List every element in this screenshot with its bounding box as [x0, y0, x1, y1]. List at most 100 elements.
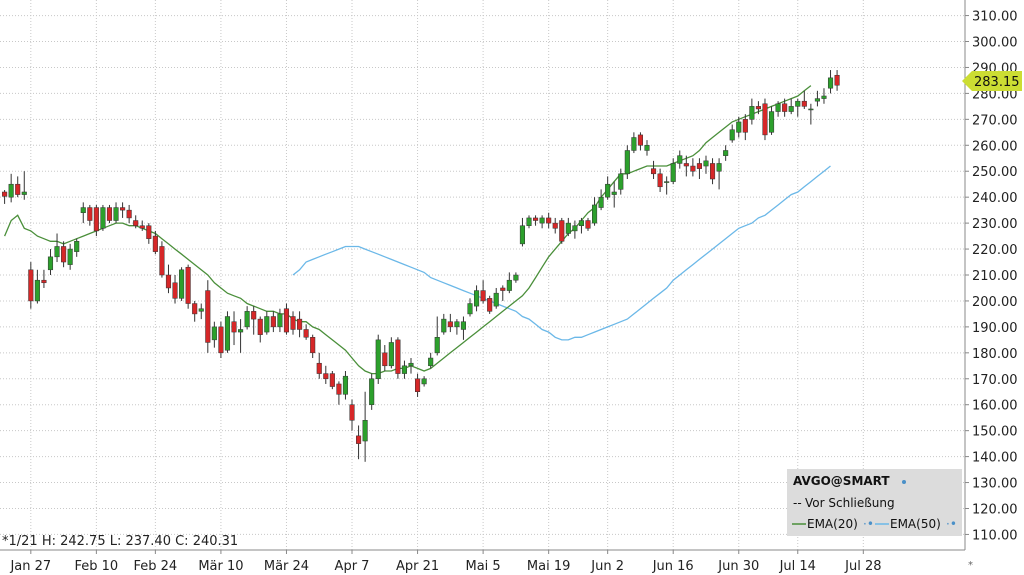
candle-body	[683, 163, 689, 167]
candle-body	[827, 77, 834, 89]
candle	[519, 217, 525, 247]
candle	[827, 70, 834, 94]
legend-item-ema20[interactable]: EMA(20)	[807, 517, 858, 531]
candle	[244, 306, 250, 330]
candle-body	[231, 321, 237, 333]
x-tick-label: Mär 24	[264, 559, 309, 574]
candle	[709, 158, 716, 185]
candle-body	[670, 163, 676, 182]
candle-body	[565, 222, 571, 234]
x-tick-label: Jun 16	[652, 559, 694, 574]
candle-body	[297, 318, 303, 330]
candle	[749, 98, 755, 125]
candle	[375, 334, 381, 384]
candle-body	[28, 269, 34, 302]
x-tick-label: Jun 2	[590, 559, 624, 574]
candle-body	[264, 316, 270, 333]
candle-body	[408, 362, 414, 367]
candle	[15, 176, 21, 198]
candle	[506, 272, 512, 294]
legend-item-ema50[interactable]: EMA(50)	[890, 517, 941, 531]
candle	[539, 215, 545, 229]
candle	[329, 370, 335, 390]
y-tick-label: 180.00	[972, 347, 1018, 362]
candle	[703, 155, 709, 174]
candle	[650, 160, 657, 180]
candle	[277, 308, 283, 333]
candle-body	[152, 235, 158, 252]
candle-body	[768, 111, 775, 133]
legend-dash-icon: --	[793, 496, 802, 510]
candle	[657, 168, 663, 192]
candle	[644, 140, 650, 156]
candle-body	[283, 308, 290, 333]
candle-body	[723, 150, 729, 156]
candle-body	[631, 137, 637, 151]
candle-body	[8, 183, 14, 198]
candle-body	[179, 269, 185, 299]
candle-body	[572, 225, 578, 232]
candle	[126, 204, 132, 224]
candle	[585, 217, 591, 231]
legend-ema50-dots-icon: ·•	[946, 517, 957, 531]
x-tick-label: Apr 7	[335, 559, 370, 574]
candle	[290, 311, 296, 335]
candle-body	[388, 342, 394, 367]
candle	[487, 295, 493, 314]
candle-body	[716, 163, 722, 172]
candle-body	[251, 311, 257, 320]
candle-body	[382, 352, 388, 367]
candle-body	[474, 290, 480, 307]
legend-ema20-dots-icon: ·•	[863, 517, 874, 531]
candle-body	[303, 329, 309, 338]
candle-body	[775, 103, 781, 112]
candle-body	[696, 163, 702, 169]
candle-body	[578, 220, 584, 226]
candle-body	[257, 318, 263, 335]
candle-body	[428, 357, 434, 367]
candle	[349, 399, 355, 431]
candle	[578, 217, 584, 234]
y-tick-label: 250.00	[972, 165, 1018, 180]
candle	[323, 365, 329, 384]
candle-body	[218, 326, 224, 354]
candle-body	[87, 207, 93, 221]
candle-body	[755, 106, 761, 110]
y-tick-label: 310.00	[972, 10, 1018, 25]
y-tick-label: 280.00	[972, 87, 1018, 102]
candle	[775, 101, 781, 117]
x-tick-label: Apr 21	[396, 559, 439, 574]
ema50-line	[292, 165, 831, 341]
candle	[808, 103, 814, 125]
candle	[146, 223, 152, 244]
candle-body	[244, 311, 250, 328]
candle-body	[480, 290, 486, 302]
candle	[683, 155, 689, 177]
candle	[303, 324, 309, 340]
candle	[755, 101, 761, 115]
candle	[742, 114, 748, 141]
y-tick-label: 160.00	[972, 399, 1018, 414]
candle-body	[93, 207, 99, 232]
candle	[670, 158, 676, 185]
candle	[362, 391, 368, 462]
legend-title[interactable]: AVGO@SMART	[793, 474, 890, 488]
candle-body	[290, 316, 296, 330]
y-tick-label: 130.00	[972, 477, 1018, 492]
candle	[401, 360, 408, 379]
candle	[316, 352, 322, 379]
candle-body	[592, 204, 598, 224]
y-tick-label: 110.00	[972, 528, 1018, 543]
candle	[428, 352, 434, 369]
corner-asterisk: *	[968, 560, 973, 571]
candle	[565, 217, 571, 237]
candle-body	[100, 207, 106, 229]
candle	[605, 176, 611, 200]
candle-body	[447, 321, 453, 328]
legend[interactable]: AVGO@SMART -- Vor Schließung EMA(20) ·• …	[787, 469, 962, 536]
candle-body	[611, 191, 617, 195]
candle	[441, 313, 447, 335]
candle	[159, 241, 165, 278]
legend-item-vor-schliessung[interactable]: Vor Schließung	[805, 496, 895, 510]
candle-body	[2, 191, 8, 197]
